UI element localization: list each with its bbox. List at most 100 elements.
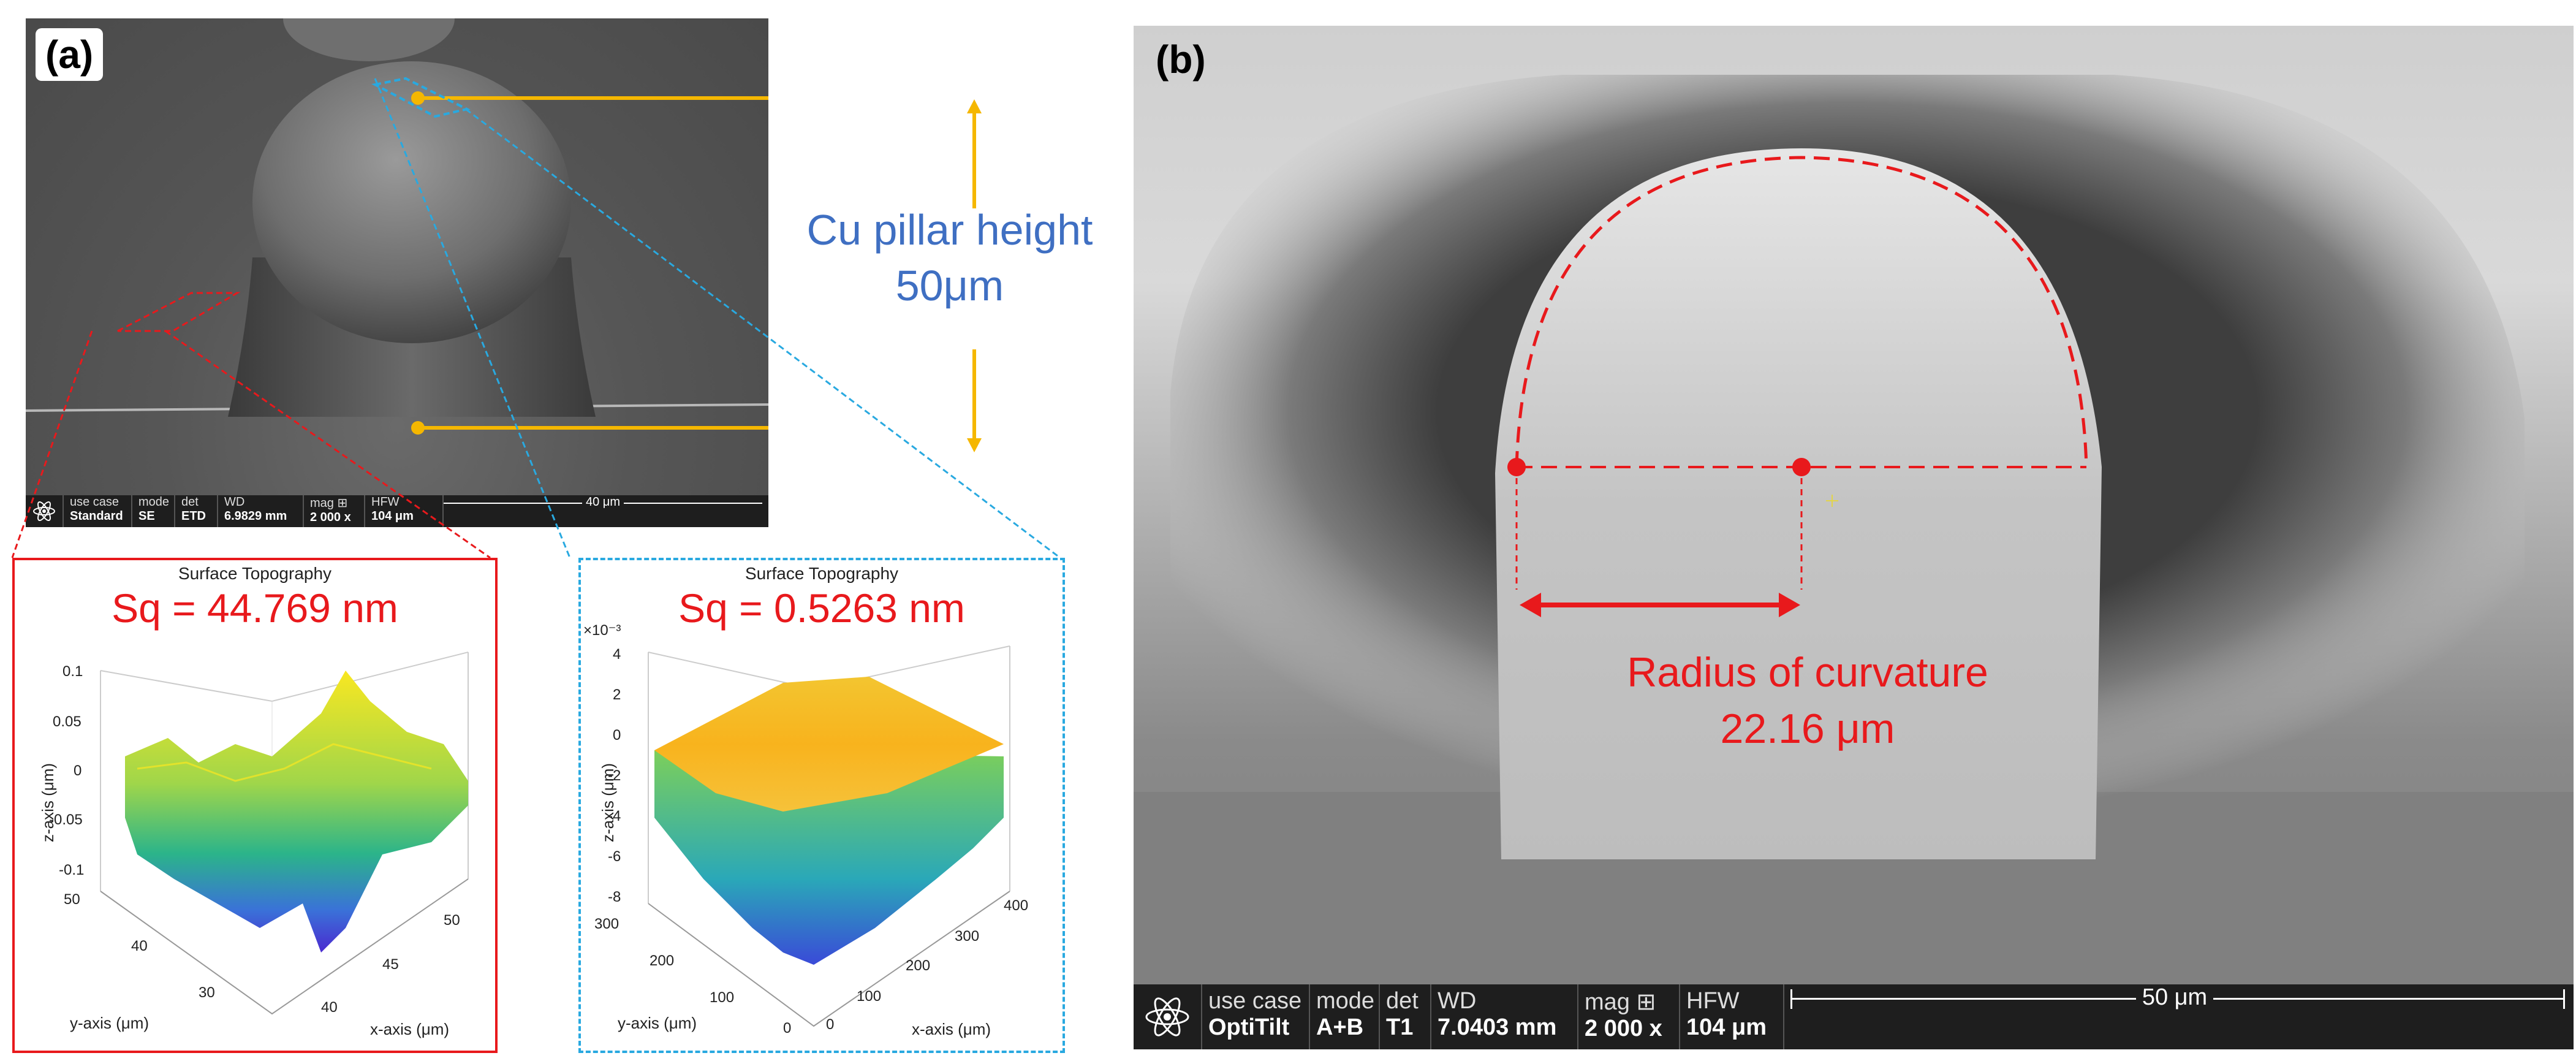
- plot-left-ylabel: y-axis (μm): [70, 1014, 150, 1032]
- scalebar-tick-right: [2563, 989, 2565, 1009]
- plot-right-surface: [648, 645, 1010, 1027]
- sb-hfw-key: HFW: [1686, 988, 1740, 1014]
- plot-left-title: Surface Topography: [178, 564, 332, 583]
- plot-right-ztick: -2: [608, 767, 621, 784]
- plot-left-xlabel: x-axis (μm): [370, 1020, 450, 1038]
- radius-line1: Radius of curvature: [1627, 649, 1988, 696]
- atom-icon: [32, 499, 56, 523]
- plot-left-ztick: 0: [74, 762, 82, 779]
- plot-left-ztick: 0.1: [63, 663, 83, 680]
- sb-use-case: use case OptiTilt: [1201, 984, 1306, 1049]
- sb-use-case-key: use case: [70, 495, 119, 509]
- pillar-height-callout: Cu pillar height 50μm: [778, 202, 1121, 314]
- plot-left-xtick: 45: [382, 956, 399, 973]
- plot-right-ytick: 300: [594, 916, 619, 932]
- plot-left-ytick: 50: [64, 891, 80, 908]
- sb-wd: WD 7.0403 mm: [1430, 984, 1572, 1049]
- sb-mag-val: 2 000 x: [1585, 1016, 1662, 1041]
- scalebar-tick-left: [1790, 989, 1792, 1009]
- scalebar-label: 50 μm: [2135, 984, 2214, 1010]
- plot-left-surface: [100, 652, 469, 1015]
- plot-right-sq: Sq = 0.5263 nm: [678, 585, 965, 631]
- plot-right-ylabel: y-axis (μm): [618, 1014, 697, 1032]
- scalebar-label: 40 μm: [582, 495, 624, 509]
- topography-plot-left: Surface Topography Sq = 44.769 nm z-axis…: [12, 558, 498, 1053]
- sb-mag: mag ⊞ 2 000 x: [303, 495, 365, 527]
- sb-hfw: HFW 104 μm: [1679, 984, 1772, 1049]
- plot-right-xtick: 100: [857, 988, 882, 1005]
- topography-plot-right: Surface Topography Sq = 0.5263 nm ×10⁻³ …: [578, 558, 1065, 1053]
- sb-hfw-key: HFW: [371, 495, 400, 509]
- plot-right-ytick: 0: [783, 1020, 792, 1036]
- sb-mode-val: SE: [138, 509, 155, 523]
- sem-a-statusbar: use case Standard mode SE det ETD WD 6.9…: [26, 495, 768, 527]
- plot-right-xlabel: x-axis (μm): [912, 1020, 991, 1038]
- plot-left-ztick: -0.05: [49, 812, 83, 828]
- plot-right-ytick: 200: [650, 953, 675, 969]
- sb-wd-key: WD: [224, 495, 245, 509]
- callout-line2: 50μm: [895, 262, 1004, 310]
- sb-mode: mode A+B: [1309, 984, 1377, 1049]
- plot-left-ytick: 30: [199, 984, 215, 1001]
- sem-b-statusbar: use case OptiTilt mode A+B det T1 WD 7.0…: [1134, 984, 2574, 1049]
- sb-wd-val: 7.0403 mm: [1438, 1014, 1557, 1040]
- plot-left-ytick: 40: [131, 938, 148, 954]
- panel-b-label: (b): [1156, 37, 1206, 82]
- sb-use-case-val: OptiTilt: [1208, 1014, 1290, 1040]
- plot-right-ztick: -6: [608, 848, 621, 865]
- sb-mode-key: mode: [138, 495, 170, 509]
- sb-use-case-key: use case: [1208, 988, 1302, 1014]
- sb-wd: WD 6.9829 mm: [217, 495, 304, 527]
- plot-right-ztick: 2: [613, 686, 621, 703]
- plot-right-xtick: 0: [826, 1016, 835, 1033]
- sb-mag-key: mag ⊞: [310, 496, 348, 510]
- sb-det-key: det: [181, 495, 199, 509]
- sb-hfw-val: 104 μm: [371, 509, 414, 523]
- panel-a-label: (a): [36, 28, 104, 81]
- sb-det: det T1: [1379, 984, 1429, 1049]
- sb-mag-val: 2 000 x: [310, 511, 351, 524]
- sb-mode-key: mode: [1316, 988, 1375, 1014]
- sb-mag: mag ⊞ 2 000 x: [1577, 984, 1676, 1049]
- plot-right-xtick: 300: [955, 928, 980, 945]
- sem-image-b: (b) Radius of curvature 22.16 μm use cas…: [1134, 26, 2574, 1049]
- radius-line2: 22.16 μm: [1720, 705, 1895, 752]
- connector-lines: [11, 78, 1061, 559]
- plot-left-zlabel: z-axis (μm): [39, 762, 58, 843]
- plot-right-title: Surface Topography: [744, 564, 899, 583]
- plot-right-zexp: ×10⁻³: [583, 622, 621, 639]
- plot-left-sq: Sq = 44.769 nm: [112, 585, 398, 631]
- sb-wd-val: 6.9829 mm: [224, 509, 287, 523]
- sb-mode: mode SE: [131, 495, 175, 527]
- sb-scalebar: 40 μm: [442, 495, 762, 527]
- sem-image-a: (a) use case Standard mode SE det ETD WD…: [26, 18, 768, 527]
- atom-icon: [1143, 993, 1191, 1041]
- plot-left-ztick: -0.1: [59, 862, 85, 878]
- sb-mode-val: A+B: [1316, 1014, 1364, 1040]
- plot-right-ztick: 4: [613, 646, 621, 663]
- sb-scalebar: 50 μm: [1783, 984, 2565, 1049]
- plot-right-xtick: 200: [906, 957, 931, 974]
- height-bracket: [967, 99, 982, 452]
- sb-mag-key: mag ⊞: [1585, 989, 1656, 1015]
- sem-b-artwork: [1134, 75, 2574, 1049]
- sb-wd-key: WD: [1438, 988, 1477, 1014]
- plot-left-xtick: 40: [321, 999, 338, 1016]
- sem-a-artwork: [26, 18, 768, 435]
- plot-right-ztick: -4: [608, 808, 621, 824]
- radius-callout: Radius of curvature 22.16 μm: [1526, 645, 2089, 758]
- plot-left-ztick: 0.05: [53, 713, 81, 730]
- callout-line1: Cu pillar height: [806, 206, 1093, 254]
- sb-use-case: use case Standard: [63, 495, 131, 527]
- plot-right-ztick: -8: [608, 889, 621, 905]
- plot-left-xtick: 50: [444, 912, 460, 929]
- sb-hfw-val: 104 μm: [1686, 1014, 1767, 1040]
- sb-use-case-val: Standard: [70, 509, 123, 523]
- sb-det-val: ETD: [181, 509, 206, 523]
- plot-right-ytick: 100: [710, 989, 735, 1006]
- sb-det: det ETD: [174, 495, 218, 527]
- sb-det-key: det: [1386, 988, 1419, 1014]
- plot-right-ztick: 0: [613, 727, 621, 743]
- sb-det-val: T1: [1386, 1014, 1414, 1040]
- plot-right-xtick: 400: [1004, 897, 1029, 914]
